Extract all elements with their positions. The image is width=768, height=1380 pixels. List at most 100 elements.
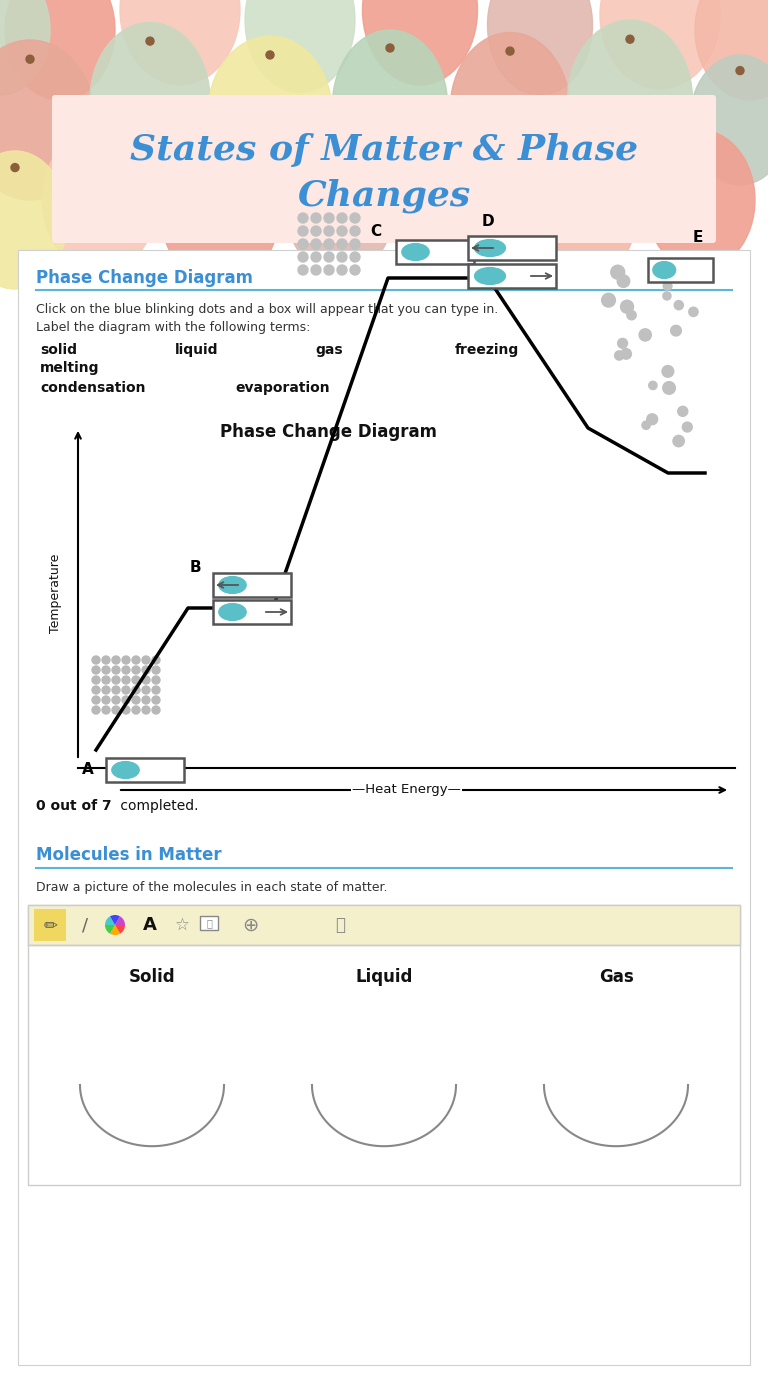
Circle shape <box>337 213 347 224</box>
Ellipse shape <box>475 268 505 284</box>
Circle shape <box>324 253 334 262</box>
Wedge shape <box>105 925 115 934</box>
Circle shape <box>336 148 344 156</box>
Circle shape <box>152 696 160 704</box>
Ellipse shape <box>112 762 139 778</box>
Text: A: A <box>143 916 157 934</box>
Bar <box>648 258 713 282</box>
Circle shape <box>350 213 360 224</box>
Circle shape <box>674 301 684 309</box>
Circle shape <box>92 676 100 684</box>
Bar <box>200 916 218 930</box>
Circle shape <box>664 282 672 290</box>
Wedge shape <box>115 916 125 925</box>
Ellipse shape <box>0 150 68 288</box>
Text: ☆: ☆ <box>174 916 190 934</box>
Circle shape <box>132 656 140 664</box>
Circle shape <box>122 656 130 664</box>
Circle shape <box>122 676 130 684</box>
Circle shape <box>456 139 464 148</box>
Circle shape <box>132 676 140 684</box>
Circle shape <box>324 213 334 224</box>
Circle shape <box>337 226 347 236</box>
Ellipse shape <box>690 55 768 185</box>
Wedge shape <box>110 915 120 925</box>
Circle shape <box>96 141 104 149</box>
Text: C: C <box>370 225 382 240</box>
Circle shape <box>92 707 100 713</box>
Circle shape <box>122 707 130 713</box>
Circle shape <box>146 37 154 46</box>
Circle shape <box>152 707 160 713</box>
Circle shape <box>663 291 671 299</box>
Ellipse shape <box>362 0 478 86</box>
Bar <box>213 573 291 598</box>
FancyBboxPatch shape <box>52 95 716 243</box>
Circle shape <box>152 656 160 664</box>
Ellipse shape <box>160 135 280 286</box>
Circle shape <box>92 656 100 664</box>
Text: E: E <box>693 230 703 246</box>
Circle shape <box>92 696 100 704</box>
Ellipse shape <box>695 0 768 99</box>
Text: /: / <box>82 916 88 934</box>
Text: 🗑: 🗑 <box>335 916 345 934</box>
Circle shape <box>132 686 140 694</box>
Text: 0 out of 7: 0 out of 7 <box>36 799 111 813</box>
Circle shape <box>617 338 627 348</box>
Circle shape <box>386 44 394 52</box>
Text: B: B <box>189 559 200 574</box>
Circle shape <box>132 667 140 673</box>
Circle shape <box>112 686 120 694</box>
Circle shape <box>92 686 100 694</box>
Bar <box>213 600 291 624</box>
Bar <box>106 758 184 782</box>
Circle shape <box>324 226 334 236</box>
Circle shape <box>142 667 150 673</box>
Text: ✏: ✏ <box>43 916 57 934</box>
Bar <box>34 909 66 941</box>
Circle shape <box>142 696 150 704</box>
Bar <box>468 236 556 259</box>
Circle shape <box>122 696 130 704</box>
Text: Liquid: Liquid <box>356 967 412 985</box>
Text: Molecules in Matter: Molecules in Matter <box>36 846 222 864</box>
Circle shape <box>337 239 347 248</box>
Circle shape <box>132 707 140 713</box>
Bar <box>28 905 740 1185</box>
Circle shape <box>337 253 347 262</box>
Circle shape <box>298 239 308 248</box>
Text: freezing: freezing <box>455 344 519 357</box>
Circle shape <box>621 301 634 313</box>
Circle shape <box>324 265 334 275</box>
Text: Phase Change Diagram: Phase Change Diagram <box>36 269 253 287</box>
Ellipse shape <box>522 138 637 283</box>
Circle shape <box>311 253 321 262</box>
Text: Changes: Changes <box>297 179 471 214</box>
Circle shape <box>112 696 120 704</box>
Circle shape <box>627 310 636 320</box>
Circle shape <box>311 213 321 224</box>
Ellipse shape <box>653 262 676 279</box>
Circle shape <box>689 308 698 316</box>
Text: Temperature: Temperature <box>49 553 62 632</box>
Text: ⊕: ⊕ <box>242 915 258 934</box>
Text: melting: melting <box>40 362 100 375</box>
Circle shape <box>102 696 110 704</box>
Circle shape <box>132 696 140 704</box>
Wedge shape <box>110 925 120 936</box>
Circle shape <box>736 66 744 75</box>
Circle shape <box>11 164 19 171</box>
Circle shape <box>614 351 624 360</box>
Text: A: A <box>82 763 94 777</box>
Ellipse shape <box>5 0 115 99</box>
Ellipse shape <box>402 244 429 261</box>
Circle shape <box>102 667 110 673</box>
Text: Draw a picture of the molecules in each state of matter.: Draw a picture of the molecules in each … <box>36 880 388 893</box>
Circle shape <box>216 149 224 157</box>
Circle shape <box>122 667 130 673</box>
Ellipse shape <box>450 33 570 188</box>
Circle shape <box>611 265 624 279</box>
Ellipse shape <box>333 30 448 179</box>
Text: ⛰: ⛰ <box>206 918 212 927</box>
